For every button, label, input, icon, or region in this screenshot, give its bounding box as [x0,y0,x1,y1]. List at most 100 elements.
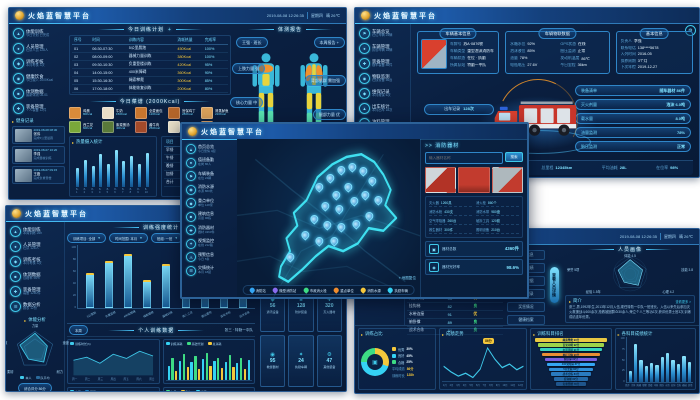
sidebar-item[interactable]: ▲ 首页总览 今日警情 3起 [185,143,235,155]
sidebar-item[interactable]: ✚ 消防器材 器材 4360件 [185,224,235,236]
food-item[interactable]: 全麦面包 120Kcal [135,107,165,119]
map-pin[interactable] [328,235,340,247]
legend-item[interactable]: 重点单位 [332,286,354,294]
bar-wrap[interactable] [104,260,113,308]
sidebar-item[interactable]: ● 人员管理 在队 128人 [9,240,62,253]
record-card[interactable]: 2019-08-07 09:15 王磊 完成负重登楼 [12,166,65,184]
legend-item[interactable]: 队平均 [35,376,50,380]
resource-card[interactable]: ✦ 24 执勤车辆 [288,335,314,387]
intro-more-link[interactable]: 查看更多 > [675,299,692,304]
funnel-bar[interactable]: 400米障碍 87分 [546,362,596,367]
sidebar-item[interactable]: ◆ 维保记录 本月维保 6次 [358,87,408,100]
body-tag-upper[interactable]: 上肢力量 强 [232,63,266,74]
sidebar-item[interactable]: ✦ 视频监控 在线 212路 [185,238,235,250]
sidebar-item[interactable]: ◆ 重点单位 单位 128家 [185,197,235,209]
legend-item[interactable]: 消防站 [248,286,266,294]
person-tag[interactable]: 王强 · 班长 [236,37,268,48]
map-pin[interactable] [348,195,360,208]
record-card[interactable]: 2019-08-08 08:30 张伟 完成5公里晨跑 [12,126,65,144]
sidebar-item[interactable]: ✚ 装备管理 个人装备 12件 [12,102,65,115]
table-row[interactable]: 06 17:00-18:00 体能恢复训练 200Kcal 80% [72,85,228,93]
map-pin[interactable] [335,164,348,176]
resource-card[interactable]: ◉ 95 救援器材 [260,335,286,387]
map-reset-control[interactable]: ⌖ 地图复位 [398,276,416,280]
table-row[interactable]: 俯卧撑 89 良 [407,319,503,327]
sidebar-item[interactable]: ⚑ 车辆装备 在位 24辆 [185,170,235,182]
table-row[interactable]: 水带连接 91 优 [407,311,503,319]
record-card[interactable]: 2019-08-07 16:20 李强 完成器械训练 [12,146,65,164]
gear-icon[interactable]: ⚙ [685,25,696,36]
person-detail-capsule[interactable]: 查看人员详情 [549,266,559,303]
map-pin[interactable] [319,200,331,212]
map-pin[interactable] [333,203,346,216]
vehicle-capsule-button[interactable]: 装备清单 随车器材 86件 [575,85,691,96]
body-tag-core[interactable]: 核心力量 中 [230,97,264,108]
sidebar-item[interactable]: ⚑ 车辆总览 在位车辆 24辆 [358,27,408,40]
funnel-bar[interactable]: 绳索攀爬 93分 [534,338,608,342]
vehicle-capsule-button[interactable]: 出车记录 128次 [424,103,494,115]
body-tag-back[interactable]: 背部肌群 需加强 [304,75,346,86]
map-pin[interactable] [372,194,384,206]
table-row[interactable]: 05 15:30-16:30 绳索攀爬 300Kcal 85% [72,77,228,85]
vehicle-photo[interactable] [421,39,447,69]
sidebar-item[interactable]: ● 人员管理 在队人员 128人 [12,42,65,55]
equipment-photo-extinguishers[interactable] [491,167,523,193]
map-pin[interactable] [324,172,337,184]
funnel-bar[interactable]: 挂钩梯 82分 [553,377,589,381]
sidebar-item[interactable]: ● 车辆管理 执勤车辆 18辆 [358,42,408,55]
funnel-bar[interactable]: 负重登楼 78分 [555,382,586,386]
table-row[interactable]: 挂钩梯 82 良 [407,303,503,311]
profile-menu-item[interactable]: 健康档案 [507,315,545,325]
food-item[interactable]: 鸡蛋 80Kcal [69,107,99,119]
sidebar-item[interactable]: ✚ 装备管理 装备 1280件 [9,285,62,298]
food-item[interactable]: 西兰花 60Kcal [69,121,99,133]
sidebar-item[interactable]: ✚ 装备管理 随车装备 86件 [358,57,408,70]
funnel-bar[interactable]: 5公里跑 86分 [549,367,593,372]
vehicle-capsule-button[interactable]: 灭火剂量泡沫 6.0吨 [575,99,691,110]
food-item[interactable]: 清蒸鲈鱼 220Kcal [201,107,231,119]
filter-capsule[interactable]: 训练项目: 全部 ▾ [67,233,106,243]
map-pin[interactable] [363,210,375,222]
food-item[interactable]: 宫保鸡丁 280Kcal [168,107,198,119]
sidebar-item[interactable]: ■ 建筑信息 高层 96栋 [185,211,235,223]
legend-item[interactable]: 消防水源 [359,286,381,294]
equipment-photo-hydrant-box[interactable] [458,167,490,193]
table-row[interactable]: 01 06:30-07:30 5公里晨跑 450Kcal 100% [72,45,228,53]
map-pin[interactable] [357,165,370,178]
sidebar-item[interactable]: ◉ 消防水源 水源 860处 [185,184,235,196]
table-row[interactable]: 04 14:00-15:00 400米障碍 360Kcal 90% [72,69,228,77]
map-pin[interactable] [308,213,320,225]
sidebar-item[interactable]: ◉ 物联监测 在线设备 56台 [358,72,408,85]
map-pin[interactable] [330,189,342,201]
food-item[interactable]: 牛奶 150Kcal [102,107,132,119]
total-row[interactable]: ◉ 器材完好率 98.6% [425,259,523,275]
map-pin[interactable] [346,161,359,173]
body-tag-leg[interactable]: 腿部力量 优 [312,109,346,120]
equipment-photo-cabinet[interactable] [425,167,457,193]
bar-wrap[interactable] [85,273,94,308]
week-tab[interactable]: 本周 [69,325,88,335]
filter-capsule[interactable]: 时间范围: 本月 ▾ [108,233,148,243]
sidebar-item[interactable]: ▲ 出车统计 本月出车 18次 [358,102,408,115]
sidebar-item[interactable]: ● 值班备勤 在岗 86人 [185,157,235,169]
map-pin[interactable] [284,251,296,263]
sidebar-item[interactable]: ◆ 训练考核 本月考核 3次 [12,57,65,70]
funnel-bar[interactable]: 水带连接 91分 [540,347,602,352]
funnel-bar[interactable]: 俯卧撑 89分 [544,357,598,362]
sidebar-item[interactable]: ■ 体测数据 合格率 96% [9,270,62,283]
filter-capsule[interactable]: 班组: 一班 ▾ [150,233,184,243]
food-item[interactable]: 酱牛肉 250Kcal [135,121,165,133]
funnel-bar[interactable]: 百米冲刺 92分 [537,342,605,347]
sidebar-item[interactable]: ▲ 体能训练 今日计划 已完成 [12,27,65,40]
total-row[interactable]: ▣ 器材总数 4360件 [425,241,523,257]
equipment-search-input[interactable] [425,152,503,164]
plan-add-icon[interactable]: + [168,26,172,33]
sidebar-item[interactable]: ☰ 数据分析 报表 12份 [9,300,62,313]
bar-wrap[interactable] [162,263,171,308]
map-pin[interactable] [359,189,371,201]
map-pin[interactable] [350,217,362,230]
sidebar-item[interactable]: ◉ 健康饮食 今日摄入 2000Kcal [12,72,65,85]
sidebar-item[interactable]: ■ 体测数据 最新体测 08-01 [12,87,65,100]
profile-menu-item[interactable]: 奖惩情况 [507,302,545,312]
table-row[interactable]: 03 09:30-10:30 负重登楼训练 420Kcal 95% [72,61,228,69]
